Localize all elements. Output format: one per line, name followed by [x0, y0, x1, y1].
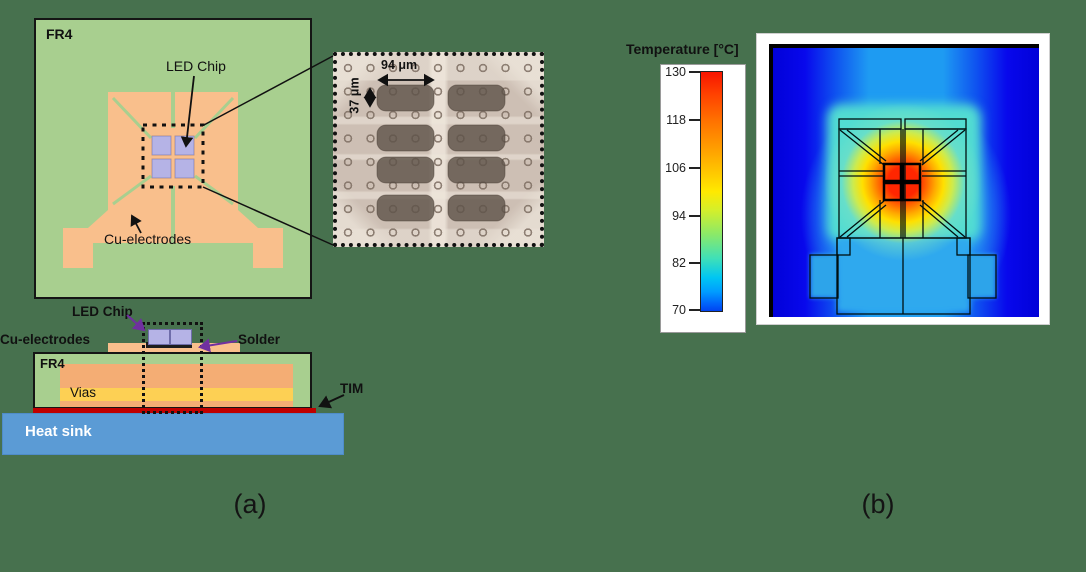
zoom-connector-bottom [202, 186, 334, 246]
xsec-vias-layer [60, 388, 293, 401]
heat-sink-label: Heat sink [25, 423, 92, 440]
colorbar-tick [689, 309, 700, 311]
xsec-tim-layer [33, 408, 316, 413]
colorbar-tick-label: 70 [672, 303, 686, 317]
led-chip-label: LED Chip [166, 58, 226, 74]
xsec-led-chip-left [148, 329, 170, 345]
width-dimension-label: 94 μm [381, 58, 418, 72]
zoom-connector-top [201, 55, 334, 127]
cu-electrodes-pointer-arrow [130, 214, 142, 234]
pcb-top-view: FR4 LED Chip Cu-electrodes [34, 18, 312, 299]
bond-pad-array [376, 84, 506, 222]
caption-b: (b) [861, 489, 895, 519]
isolation-slits [111, 96, 235, 206]
xsec-solder-layer [146, 342, 192, 348]
colorbar-tick-label: 82 [672, 256, 686, 270]
thermal-map-plot [769, 44, 1039, 317]
thermal-map-panel [756, 33, 1050, 325]
xsec-vias-label: Vias [70, 385, 97, 400]
xsec-led-chip-arrow [126, 314, 146, 332]
xsec-solder-label: Solder [238, 332, 281, 347]
colorbar-tick-label: 118 [666, 113, 686, 127]
electrode-pattern-drawing [63, 75, 283, 268]
xsec-fr4-board: FR4 Vias [33, 352, 312, 409]
colorbar-tick-label: 94 [672, 209, 686, 223]
colorbar-tick [689, 262, 700, 264]
xsec-zoom-region-box [142, 322, 203, 414]
colorbar-tick-label: 106 [665, 161, 686, 175]
cu-electrodes-label: Cu-electrodes [104, 231, 192, 247]
xsec-led-chip-label: LED Chip [72, 304, 133, 319]
thermal-geometry-outline [809, 118, 997, 315]
xsec-cu-electrode-layer [108, 343, 240, 353]
xsec-solder-arrow [198, 338, 238, 353]
colorbar-tick [689, 167, 700, 169]
xsec-led-chip-right [170, 329, 192, 345]
fr4-label: FR4 [46, 26, 73, 42]
xsec-fr4-label: FR4 [40, 356, 65, 371]
xsec-tim-label: TIM [340, 381, 364, 396]
led-chip-pointer-arrow [180, 75, 195, 148]
inset-drawing [363, 73, 506, 222]
thermal-chip-outlines [882, 162, 922, 202]
colorbar-panel: 130 118 106 94 82 70 [660, 64, 746, 333]
colorbar-title: Temperature [°C] [626, 41, 739, 57]
caption-a: (a) [233, 489, 267, 519]
colorbar-tick [689, 215, 700, 217]
colorbar-gradient [700, 71, 723, 312]
xsec-cu-electrodes-label: Cu-electrodes [0, 332, 91, 347]
colorbar-tick [689, 71, 700, 73]
colorbar-tick-label: 130 [665, 65, 686, 79]
microscope-inset: 94 μm 37 μm [333, 52, 544, 247]
xsec-tim-arrow [318, 394, 345, 409]
zoom-region-box [141, 123, 205, 189]
colorbar-tick [689, 119, 700, 121]
